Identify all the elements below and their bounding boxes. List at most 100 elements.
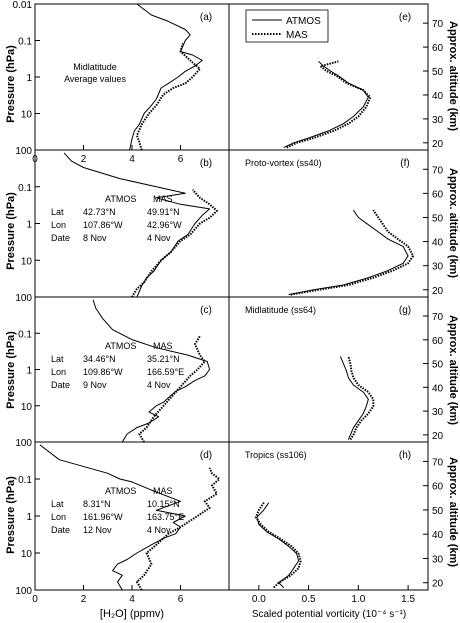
y-tick-label: 40 (432, 238, 444, 249)
series-line-g-mas (347, 356, 375, 441)
annotation-cell: 12 Nov (83, 525, 112, 535)
y-tick-label: 40 (432, 383, 444, 394)
x-tick-label: 0 (32, 154, 38, 165)
panel-annotation: Midlatitude (73, 62, 117, 72)
right-axis-label: Approx. altitude (km) (447, 457, 459, 567)
y-tick-label: 70 (432, 165, 444, 176)
x-tick-label: 4 (129, 154, 135, 165)
panel-letter: (g) (399, 305, 411, 316)
legend-box (245, 9, 329, 43)
y-tick-label: 60 (432, 482, 444, 493)
y-tick-label: 60 (432, 189, 444, 200)
y-tick-label: 20 (432, 139, 444, 150)
y-tick-label: 100 (15, 586, 32, 597)
annotation-header: MAS (153, 194, 173, 204)
right-axis-label: Approx. altitude (km) (447, 168, 459, 278)
y-tick-label: 100 (15, 293, 32, 304)
x-tick-label: 0.5 (302, 594, 316, 605)
y-tick-label: 30 (432, 115, 444, 126)
x-tick-label: 4 (129, 594, 135, 605)
y-tick-label: 0.1 (18, 183, 32, 194)
annotation-cell: 109.86°W (83, 367, 123, 377)
series-line-a-mas (135, 43, 201, 151)
legend-mas-label: MAS (286, 30, 308, 41)
y-tick-label: 50 (432, 67, 444, 78)
annotation-cell: 161.96°W (83, 512, 123, 522)
annotation-cell: 4 Nov (147, 525, 171, 535)
annotation-cell: Lon (51, 512, 66, 522)
annotation-cell: 42.73°N (83, 207, 116, 217)
annotation-cell: Date (51, 233, 70, 243)
right-axis-label: Approx. altitude (km) (447, 21, 459, 131)
series-line-e-atmos (283, 61, 369, 149)
y-tick-label: 30 (432, 407, 444, 418)
left-axis-label: Pressure (hPa) (5, 192, 17, 270)
x-tick-label: 2 (81, 154, 87, 165)
annotation-header: ATMOS (105, 194, 136, 204)
panel-annotation: Average values (64, 74, 126, 84)
annotation-cell: 163.75°E (147, 512, 184, 522)
series-line-g-atmos (339, 356, 369, 440)
annotation-cell: 42.96°W (147, 220, 182, 230)
x-tick-label: 1.0 (351, 594, 365, 605)
annotation-cell: Lat (51, 499, 64, 509)
y-tick-label: 60 (432, 43, 444, 54)
series-line-d-mas (135, 467, 221, 591)
left-axis-label: Pressure (hPa) (5, 476, 17, 554)
annotation-cell: 49.91°N (147, 207, 180, 217)
panel-annotation: Midlatitude (ss64) (245, 305, 316, 315)
x-tick-label: 0 (32, 594, 38, 605)
legend: ATMOS MAS (245, 9, 329, 43)
y-tick-label: 0.1 (18, 329, 32, 340)
y-tick-label: 40 (432, 91, 444, 102)
series-line-c-mas (138, 335, 206, 443)
panel-letter: (d) (200, 450, 212, 461)
annotation-cell: 8.31°N (83, 499, 111, 509)
left-axis-label: Pressure (hPa) (5, 45, 17, 123)
annotation-cell: Lon (51, 220, 66, 230)
y-tick-label: 10 (21, 110, 33, 121)
x-tick-label: 1.5 (401, 594, 415, 605)
data-lines (39, 3, 415, 591)
annotation-cell: Lon (51, 367, 66, 377)
panel-letter: (f) (400, 158, 409, 169)
annotation-cell: 4 Nov (147, 233, 171, 243)
panel-frame-h (228, 441, 429, 591)
series-line-c-atmos (92, 299, 211, 443)
legend-atmos-label: ATMOS (286, 16, 321, 27)
annotation-cell: Date (51, 525, 70, 535)
y-tick-label: 1 (26, 73, 32, 84)
series-line-h-mas (254, 502, 302, 589)
panel-frame-f (228, 149, 429, 298)
x-tick-label: 6 (178, 154, 184, 165)
x-tick-label: 2 (81, 594, 87, 605)
annotation-cell: 9 Nov (83, 380, 107, 390)
panel-frame-g (228, 296, 429, 443)
y-tick-label: 100 (15, 146, 32, 157)
annotation-cell: 34.46°N (83, 354, 116, 364)
panel-annotation: Proto-vortex (ss40) (245, 158, 322, 168)
right-axis-label: Approx. altitude (km) (447, 315, 459, 425)
panel-letter: (a) (200, 12, 212, 23)
annotation-cell: 166.59°E (147, 367, 184, 377)
y-tick-label: 100 (15, 438, 32, 449)
annotation-header: MAS (153, 486, 173, 496)
series-line-f-atmos (288, 209, 409, 296)
y-tick-label: 1 (26, 220, 32, 231)
y-tick-label: 0.1 (18, 475, 32, 486)
left-axis-label: Pressure (hPa) (5, 331, 17, 409)
annotation-header: ATMOS (105, 341, 136, 351)
y-tick-label: 50 (432, 506, 444, 517)
panel-letter: (e) (399, 12, 411, 23)
y-tick-label: 30 (432, 262, 444, 273)
y-tick-label: 70 (432, 312, 444, 323)
y-tick-label: 10 (21, 402, 33, 413)
annotation-header: MAS (153, 341, 173, 351)
y-tick-label: 1 (26, 512, 32, 523)
series-line-b-atmos (63, 152, 211, 298)
x-tick-label: 6 (178, 594, 184, 605)
panel-letter: (c) (200, 305, 212, 316)
y-tick-label: 50 (432, 213, 444, 224)
